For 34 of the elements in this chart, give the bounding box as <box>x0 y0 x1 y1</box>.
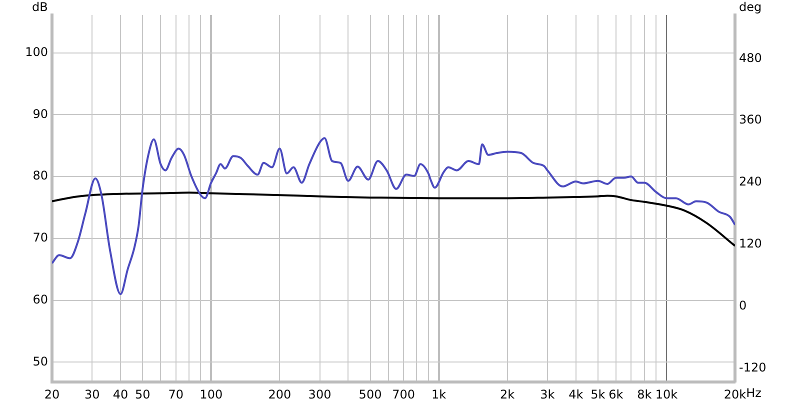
x-tick-label: 1k <box>432 387 446 402</box>
y2-tick-label: 0 <box>739 298 747 313</box>
y-tick-label: 70 <box>32 230 48 245</box>
x-tick-label: 3k <box>540 387 555 402</box>
x-tick-label: 100 <box>200 387 223 402</box>
x-tick-label: 200 <box>268 387 292 402</box>
x-tick-label: 700 <box>392 387 415 402</box>
x-tick-label: 70 <box>168 387 184 402</box>
y2-tick-label: 360 <box>739 112 762 127</box>
y2-tick-label: 240 <box>739 174 762 189</box>
x-tick-label: 500 <box>358 387 382 402</box>
x-tick-label: 300 <box>308 387 332 402</box>
x-tick-label: 6k <box>608 387 624 402</box>
x-tick-label: 2k <box>500 387 515 402</box>
x-tick-label: 4k <box>568 387 584 402</box>
x-axis-title: Hz <box>746 386 762 400</box>
x-tick-label: 10k <box>655 387 678 402</box>
y2-tick-label: 480 <box>739 50 762 65</box>
y-tick-label: 60 <box>32 292 48 306</box>
x-tick-label: 8k <box>637 387 652 402</box>
x-tick-label: 5k <box>590 387 606 402</box>
x-tick-label: 40 <box>112 387 128 402</box>
y-tick-label: 50 <box>32 354 48 368</box>
x-tick-label: 20 <box>44 387 60 402</box>
y-tick-label: 90 <box>32 106 48 121</box>
y2-tick-label: -120 <box>739 360 766 375</box>
y-tick-label: 100 <box>25 44 48 59</box>
y-tick-label: 80 <box>32 168 48 183</box>
x-tick-label: 50 <box>134 387 150 402</box>
y2-tick-label: 120 <box>739 236 762 251</box>
y-axis-title: dB <box>32 0 48 14</box>
y2-axis-title: deg <box>739 0 762 14</box>
x-tick-label: 30 <box>84 387 100 402</box>
x-tick-label: 20k <box>724 387 746 402</box>
